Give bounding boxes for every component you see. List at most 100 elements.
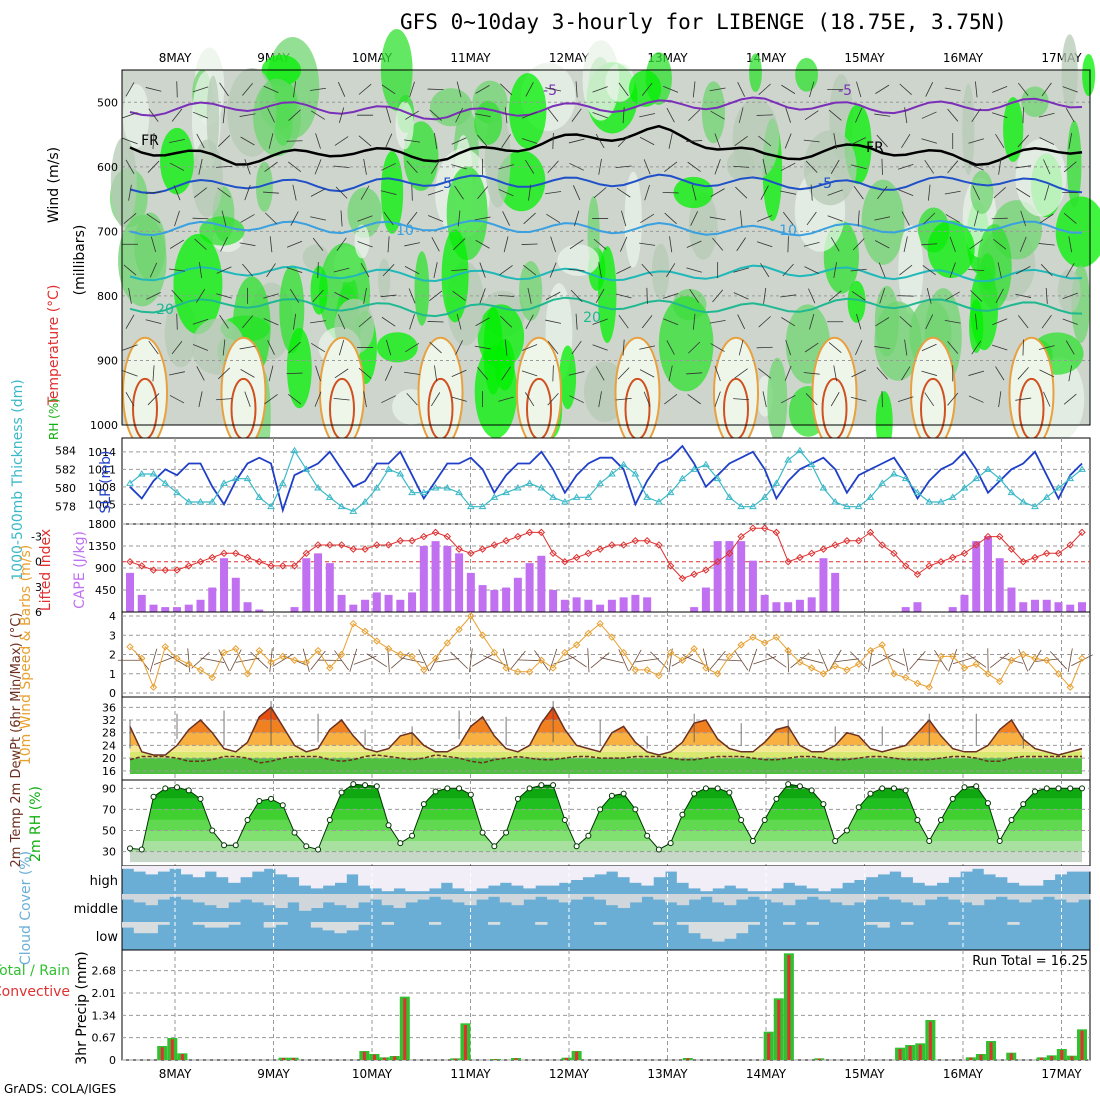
li-marker (749, 524, 757, 532)
rh-shading (1021, 86, 1049, 117)
wind-barb (568, 371, 585, 376)
li-marker (655, 541, 663, 549)
cloud-clear-block (546, 894, 560, 900)
cape-bar (1030, 599, 1039, 612)
wind-barb (268, 133, 274, 149)
thickness-marker (349, 507, 358, 514)
wind-speed-marker (185, 660, 193, 668)
temp-ytick: 16 (102, 765, 116, 778)
wind-barb (899, 264, 913, 276)
wind-barb (474, 345, 491, 350)
thickness-marker (843, 502, 851, 510)
cloud-clear-block (983, 866, 997, 875)
wind-barb (1015, 265, 1031, 275)
thickness-marker (372, 484, 381, 491)
cloud-clear-block (948, 866, 961, 878)
wind-barb (1022, 107, 1024, 124)
wind-barb (874, 346, 891, 350)
wind-barb (781, 84, 796, 94)
cape-bar (231, 577, 240, 612)
wind-speed-marker (337, 650, 346, 659)
li-marker (678, 574, 687, 583)
wind-barb (569, 395, 584, 404)
rh-marker (526, 785, 533, 792)
rh-marker (644, 832, 651, 839)
cloud-clear-block (334, 922, 347, 934)
wind-barb (455, 107, 463, 123)
cloud-clear-block (263, 922, 276, 928)
rh-shading (519, 261, 543, 321)
rh-marker (773, 795, 780, 802)
cloud-clear-block (995, 894, 1008, 897)
wind-barb (925, 314, 934, 330)
cape-bar (525, 563, 534, 612)
contour-label: 20 (583, 310, 601, 326)
cloud-clear-block (334, 894, 347, 906)
wind-speed-marker (960, 664, 969, 672)
wind-barb (501, 366, 511, 381)
cape-bar (619, 597, 628, 612)
wind-barb (122, 112, 138, 119)
slp-ytick: 1011 (88, 463, 116, 476)
wind-barb (198, 391, 203, 408)
wind-barb (780, 395, 796, 404)
thickness-marker (619, 460, 628, 468)
wind-speed-marker (314, 646, 322, 655)
cloud-clear-block (228, 922, 241, 925)
wind-barb (874, 113, 891, 117)
wind-barb (998, 158, 1002, 175)
wind-barb (427, 321, 444, 323)
cloud-clear-block (405, 894, 418, 903)
precip-ytick: 0 (109, 1054, 116, 1067)
thickness-marker (796, 446, 804, 454)
wind-barb (1040, 264, 1053, 277)
cloud-clear-block (192, 866, 206, 878)
wind-barb (455, 340, 463, 355)
li-marker (984, 532, 992, 541)
wind-barb (881, 391, 883, 408)
wind-barb (710, 188, 725, 197)
contour-label: 20 (156, 302, 174, 318)
wind-barb (552, 365, 554, 382)
wind-barb (547, 392, 559, 406)
wind-barb (927, 184, 931, 201)
rh-marker (397, 840, 404, 847)
wind-barb (240, 136, 255, 146)
surface-wind-barb (435, 658, 460, 663)
wind-barb (949, 236, 956, 252)
rh-marker (1067, 785, 1074, 792)
wind-barb (1044, 184, 1050, 201)
cape-bar (1066, 604, 1075, 612)
wind-speed-marker (1019, 650, 1027, 659)
rh-marker (268, 795, 275, 802)
wind-barb (809, 313, 815, 330)
thickness-marker (702, 460, 710, 468)
wind-barb (592, 86, 608, 93)
cape-bar (584, 599, 593, 612)
wind-barb (737, 314, 746, 330)
cloud-clear-block (665, 866, 678, 872)
warm-core (220, 336, 267, 449)
precip-convective-bar (686, 1058, 690, 1060)
thickness-marker (1078, 465, 1086, 472)
wind-barb (387, 236, 390, 253)
wind-barb (616, 266, 631, 274)
precip-convective-bar (979, 1054, 983, 1060)
rh-marker (726, 789, 733, 796)
wind-barb (666, 107, 675, 123)
cloud-clear-block (322, 866, 335, 886)
temp-band (130, 758, 1082, 774)
wind-barb (787, 236, 789, 253)
rh-marker (503, 829, 510, 836)
wind-barb (922, 265, 936, 276)
wind-speed-marker (807, 664, 816, 672)
wind-speed-marker (396, 650, 405, 659)
cape-bar (513, 577, 522, 612)
wind-speed-marker (478, 631, 487, 639)
thickness-marker (807, 460, 816, 468)
cloud-clear-block (960, 866, 973, 872)
wind-ytick: 0 (109, 687, 116, 700)
wind-barb (523, 212, 536, 225)
wind-barb (668, 133, 673, 149)
li-marker (138, 562, 146, 570)
